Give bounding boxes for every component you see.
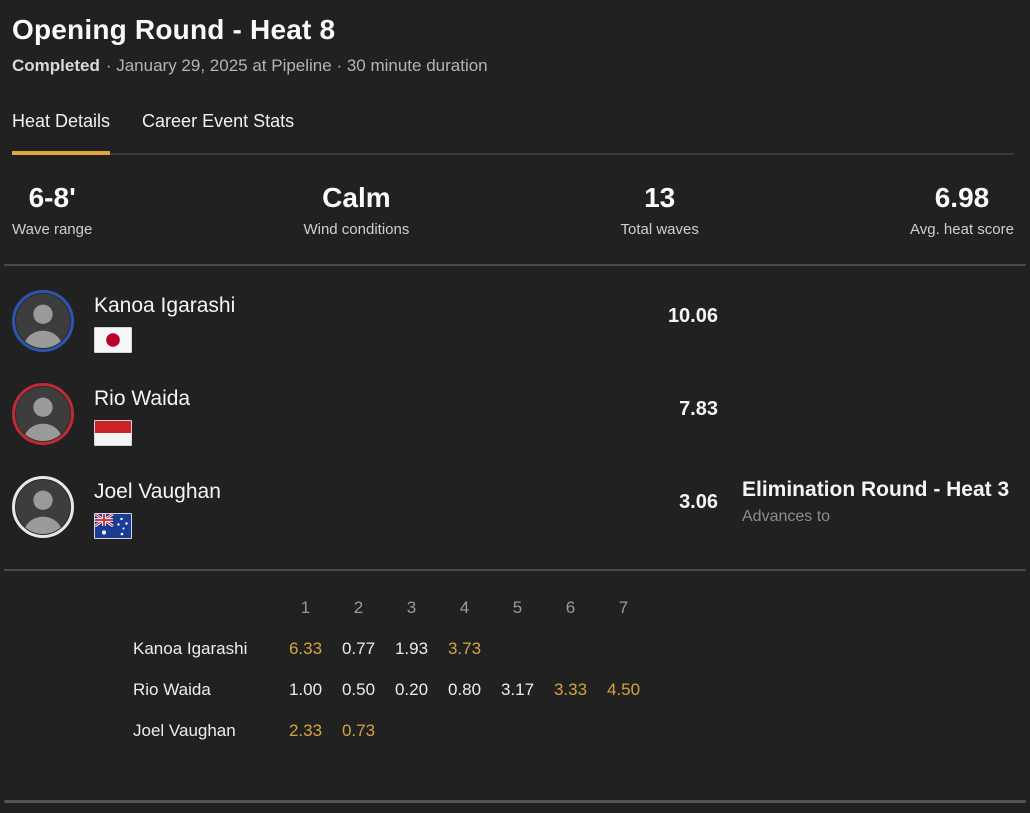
horizontal-scrollbar[interactable] [4,800,1026,803]
heat-subtitle: Completed · January 29, 2025 at Pipeline … [12,56,1014,76]
wave-col-header: 3 [406,597,417,617]
avatar [12,290,74,353]
stat-label: Wind conditions [303,221,410,239]
stat-total-waves: 13 Total waves [621,182,699,238]
divider [4,569,1026,572]
wave-table-corner [133,587,279,628]
advance-round: Elimination Round - Heat 3 [742,478,1010,502]
wave-row-name: Kanoa Igarashi [133,638,248,658]
flag-icon-australia [94,513,132,540]
heat-summary-stats: 6-8' Wave range Calm Wind conditions 13 Total… [12,155,1014,238]
stat-label: Avg. heat score [910,221,1014,239]
heat-meta: · January 29, 2025 at Pipeline · 30 minu… [105,56,488,75]
heat-status: Completed [12,56,100,75]
tab-career-event-stats[interactable]: Career Event Stats [142,111,295,131]
wave-score-cell-empty [491,710,544,751]
surfer-name-block: Joel Vaughan [94,476,221,544]
wave-row-name: Joel Vaughan [133,720,236,740]
surfer-identity: Rio Waida [12,383,584,451]
surfer-name: Kanoa Igarashi [94,294,236,318]
wave-col-header: 6 [565,597,576,617]
stat-label: Wave range [12,221,93,239]
wave-score-cell-empty [597,628,650,669]
stat-wave-range: 6-8' Wave range [12,182,92,238]
wave-col-header: 2 [353,597,364,617]
surfer-row-joel-vaughan[interactable]: Joel Vaughan 3.06 Elimination Round - Heat… [12,476,1014,544]
divider [4,264,1026,267]
advancement-info: Elimination Round - Heat 3 Advances to [742,476,1014,544]
tab-bar: Heat Details Career Event Stats [12,111,1014,155]
heat-total-score: 10.06 [667,305,718,328]
wave-col-header: 1 [300,597,311,617]
advance-label: Advances to [742,508,831,526]
wave-score-cell-empty [385,710,438,751]
wave-col-header: 5 [512,597,523,617]
wave-row-name: Rio Waida [133,679,211,699]
wave-score-cell: 0.80 [447,679,482,699]
wave-score-cell: 3.17 [500,679,535,699]
page-title: Opening Round - Heat 8 [12,14,336,45]
stat-wind-conditions: Calm Wind conditions [303,182,409,238]
wave-score-cell: 1.93 [394,638,429,658]
wave-score-cell: 3.73 [447,638,482,658]
wave-score-cell: 6.33 [288,638,323,658]
wave-col-header: 7 [618,597,629,617]
advancement-info [742,383,1014,451]
wave-score-cell: 0.50 [341,679,376,699]
wave-score-cell-empty [544,628,597,669]
stat-value: Calm [322,182,391,213]
wave-score-cell: 0.20 [394,679,429,699]
heat-total-score: 7.83 [679,398,718,421]
wave-score-cell-empty [491,628,544,669]
advancement-info [742,290,1014,358]
wave-score-cell: 1.00 [288,679,323,699]
stat-value: 6-8' [28,182,76,213]
wave-scores-table: 1 2 3 4 5 6 7 Kanoa Igarashi 6.33 0.77 1.93 3.73 Rio… [133,571,1014,751]
surfer-name: Joel Vaughan [94,480,221,504]
surfer-row-rio-waida[interactable]: Rio Waida 7.83 [12,383,1014,451]
wave-score-cell: 3.33 [553,679,588,699]
tab-heat-details[interactable]: Heat Details [12,111,111,155]
heat-page: Opening Round - Heat 8 Completed · Januar… [4,14,1026,751]
stat-label: Total waves [620,221,699,239]
wave-score-cell-empty [438,710,491,751]
wave-col-header: 4 [459,597,470,617]
surfer-results: Kanoa Igarashi 10.06 Rio Waida 7.83 Joel Vau… [12,266,1014,544]
stat-value: 6.98 [934,182,990,213]
surfer-name-block: Rio Waida [94,383,190,451]
stat-value: 13 [644,182,676,213]
heat-total-score: 3.06 [679,491,718,514]
flag-icon-indonesia [94,420,132,447]
stat-avg-heat-score: 6.98 Avg. heat score [910,182,1014,238]
wave-score-cell-empty [544,710,597,751]
surfer-identity: Kanoa Igarashi [12,290,584,358]
surfer-name: Rio Waida [94,387,191,411]
wave-score-cell: 0.73 [341,720,376,740]
wave-score-cell: 0.77 [341,638,376,658]
avatar [12,383,74,446]
flag-icon-japan [94,327,132,354]
surfer-name-block: Kanoa Igarashi [94,290,235,358]
wave-score-cell: 2.33 [288,720,323,740]
surfer-row-kanoa-igarashi[interactable]: Kanoa Igarashi 10.06 [12,290,1014,358]
avatar [12,476,74,539]
wave-score-cell-empty [597,710,650,751]
wave-score-cell: 4.50 [606,679,641,699]
surfer-identity: Joel Vaughan [12,476,584,544]
